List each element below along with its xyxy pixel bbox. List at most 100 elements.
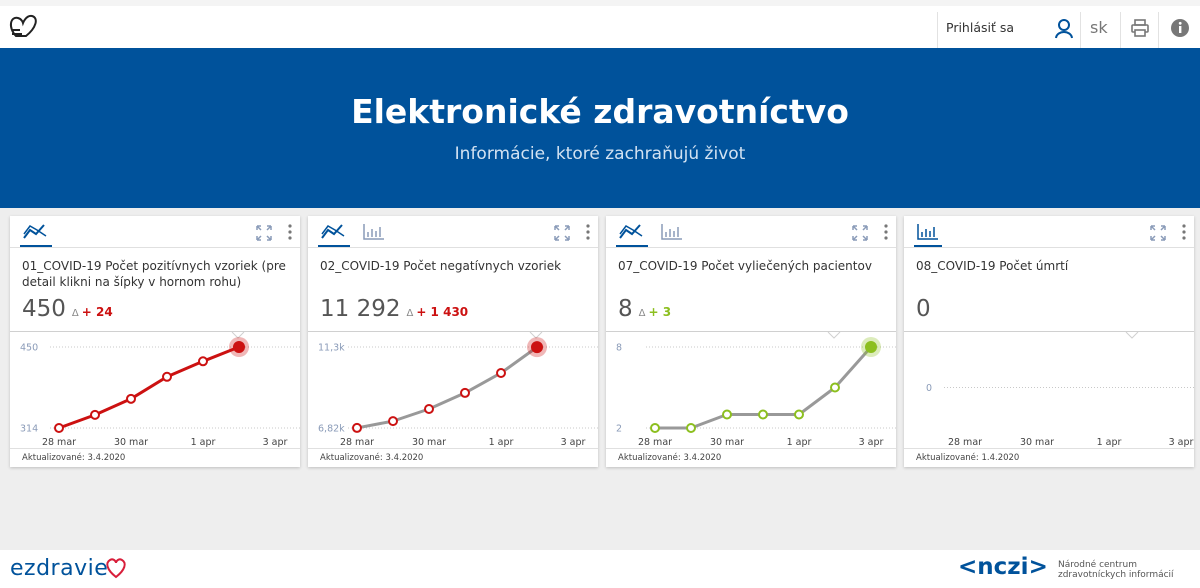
marker — [686, 423, 696, 433]
x-tick-label: 3 apr — [263, 437, 288, 448]
user-icon[interactable] — [1054, 19, 1074, 39]
card-value-row: 11 292 Δ + 1 430 — [308, 296, 598, 331]
marker — [865, 341, 877, 353]
series-line — [356, 345, 538, 430]
active-tab — [318, 245, 350, 247]
partner-logo: <nczi> — [958, 554, 1048, 580]
marker — [794, 409, 804, 420]
line-chart-icon-2[interactable] — [619, 225, 643, 237]
mini-chart: 6,82k 11,3k 28 mar 30 mar 1 apr 3 apr — [308, 331, 598, 448]
line-chart-icon[interactable] — [321, 224, 343, 239]
card-title: 01_COVID-19 Počet pozitívnych vzoriek (p… — [22, 259, 286, 289]
notch — [1125, 332, 1139, 339]
menu-dot[interactable] — [586, 224, 590, 228]
y-tick-label: 314 — [20, 424, 38, 435]
separator — [1120, 12, 1121, 54]
logo[interactable] — [6, 6, 46, 46]
card-header — [308, 216, 598, 248]
marker — [388, 416, 398, 427]
marker — [198, 356, 208, 367]
dashboard: 01_COVID-19 Počet pozitívnych vzoriek (p… — [0, 208, 1200, 550]
delta-symbol: Δ — [406, 308, 414, 319]
updated: Aktualizované: 3.4.2020 — [606, 448, 896, 463]
y-tick-label: 11,3k — [318, 343, 345, 354]
menu-dot[interactable] — [884, 224, 888, 228]
x-tick-label: 28 mar — [638, 437, 672, 448]
bar-chart-icon[interactable] — [661, 224, 682, 240]
card-title: 02_COVID-19 Počet negatívnych vzoriek — [320, 259, 562, 273]
x-tick-label: 1 apr — [787, 437, 812, 448]
marker — [460, 387, 470, 398]
updated: Aktualizované: 3.4.2020 — [10, 448, 300, 463]
expand-icon[interactable] — [1150, 225, 1166, 241]
brand: ezdravie — [10, 556, 109, 581]
menu-dot[interactable] — [1182, 224, 1186, 228]
marker — [54, 423, 64, 433]
marker — [531, 341, 543, 354]
footer: ezdravie <nczi> Národné centrum zdravotn… — [0, 550, 1200, 588]
menu-dot[interactable] — [586, 236, 590, 240]
expand-icon[interactable] — [256, 225, 272, 241]
menu-dot[interactable] — [288, 224, 292, 228]
hero: Elektronické zdravotníctvo Informácie, k… — [0, 48, 1200, 208]
card: 01_COVID-19 Počet pozitívnych vzoriek (p… — [10, 216, 300, 467]
partner: nczi — [977, 554, 1029, 580]
line-chart-icon-2[interactable] — [321, 225, 345, 237]
line-chart-icon[interactable] — [23, 224, 45, 239]
menu-dot[interactable] — [586, 230, 590, 234]
card-toolbar — [616, 224, 888, 247]
cards: 01_COVID-19 Počet pozitívnych vzoriek (p… — [10, 216, 1194, 467]
print-icon[interactable] — [1130, 18, 1150, 38]
card-title: 08_COVID-19 Počet úmrtí — [916, 259, 1069, 273]
menu-dot[interactable] — [884, 236, 888, 240]
delta: + 24 — [81, 305, 113, 319]
card: 02_COVID-19 Počet negatívnych vzoriek 11 … — [308, 216, 598, 467]
bar-chart-icon[interactable] — [363, 224, 384, 240]
card-value-row: 450 Δ + 24 — [10, 296, 300, 331]
active-tab — [914, 245, 942, 247]
card-value: 0 — [916, 296, 931, 322]
card-toolbar — [20, 224, 292, 247]
marker — [722, 409, 732, 420]
card-header — [606, 216, 896, 248]
line-chart-icon-2[interactable] — [23, 225, 47, 237]
delta-symbol: Δ — [71, 308, 79, 319]
active-tab — [20, 245, 52, 247]
expand-icon[interactable] — [554, 225, 570, 241]
mini-chart: 0 28 mar 30 mar 1 apr 3 apr — [904, 331, 1194, 448]
card-toolbar — [318, 224, 590, 247]
bar-chart-icon[interactable] — [917, 224, 938, 240]
card-value: 8 — [618, 296, 633, 322]
marker — [496, 367, 506, 378]
info-icon[interactable] — [1170, 18, 1190, 38]
menu-dot[interactable] — [288, 236, 292, 240]
menu-dot[interactable] — [884, 230, 888, 234]
language[interactable]: sk — [1090, 18, 1108, 37]
menu-dot[interactable] — [1182, 230, 1186, 234]
expand-icon[interactable] — [852, 225, 868, 241]
x-tick-label: 30 mar — [1020, 437, 1054, 448]
x-tick-label: 3 apr — [1169, 437, 1194, 448]
y-tick-label: 0 — [926, 383, 932, 394]
card-header — [10, 216, 300, 248]
line-chart-icon[interactable] — [619, 224, 641, 239]
brand-heart — [106, 558, 126, 579]
card-value-row: 0 — [904, 296, 1194, 331]
card-title: 07_COVID-19 Počet vyliečených pacientov — [618, 259, 872, 273]
x-tick-label: 28 mar — [42, 437, 76, 448]
top-bar: Prihlásiť sa sk — [0, 0, 1200, 54]
menu-dot[interactable] — [1182, 236, 1186, 240]
login[interactable]: Prihlásiť sa — [946, 20, 1015, 35]
mini-chart: 314 450 28 mar 30 mar 1 apr 3 apr — [10, 331, 300, 448]
y-tick-label: 6,82k — [318, 424, 345, 435]
card: 08_COVID-19 Počet úmrtí 0 0 28 mar 30 mar 1 a… — [904, 216, 1194, 467]
menu-dot[interactable] — [288, 230, 292, 234]
updated: Aktualizované: 1.4.2020 — [904, 448, 1194, 463]
y-tick-label: 450 — [20, 343, 38, 354]
marker — [90, 409, 100, 420]
marker — [352, 422, 362, 433]
card-value-row: 8 Δ + 3 — [606, 296, 896, 331]
card-toolbar — [914, 224, 1186, 247]
marker — [162, 371, 172, 382]
